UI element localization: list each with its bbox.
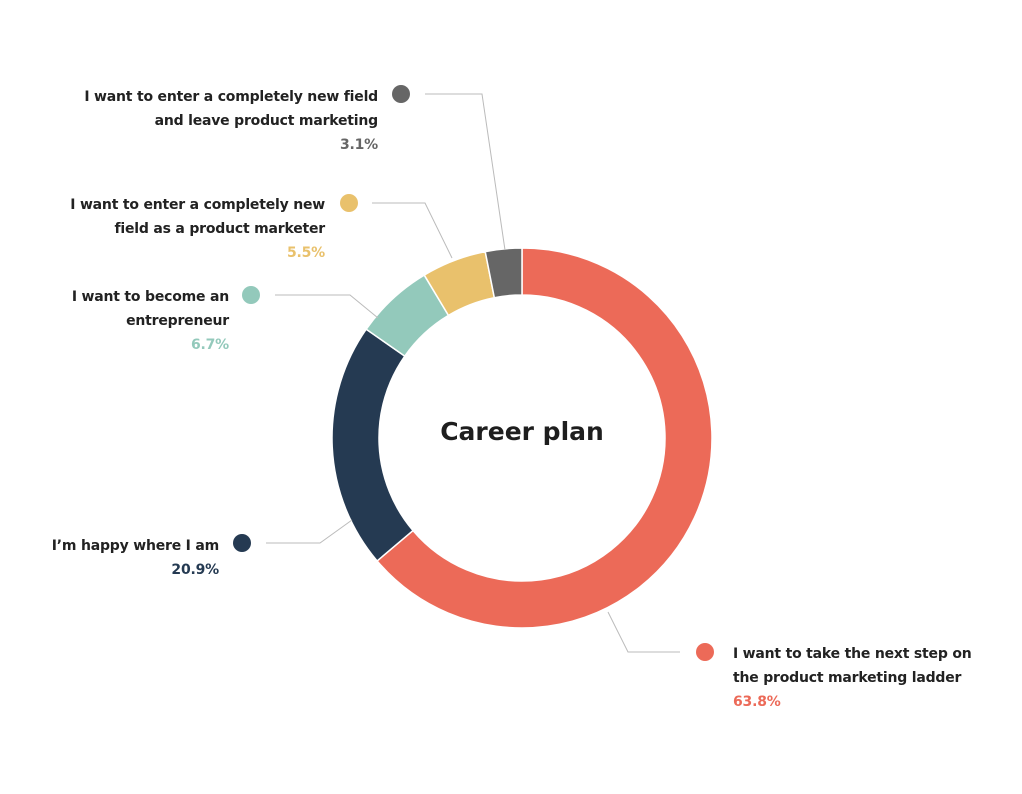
category-label: I want to become an entrepreneur — [71, 289, 229, 329]
category-label: I want to enter a completely new field a… — [84, 89, 378, 129]
legend-dot — [392, 85, 410, 103]
donut-slice — [376, 247, 713, 629]
category-label: I want to take the next step on the prod… — [733, 646, 972, 686]
leader-line — [425, 93, 506, 251]
slice-label: I want to become an entrepreneur 6.7% — [49, 285, 229, 357]
value-label: 20.9% — [171, 562, 219, 578]
leader-line — [266, 519, 353, 544]
value-label: 3.1% — [339, 137, 378, 153]
slice-label: I want to enter a completely new field a… — [63, 85, 378, 157]
leader-line — [275, 294, 379, 319]
value-label: 5.5% — [286, 245, 325, 261]
slice-label: I want to take the next step on the prod… — [733, 642, 983, 714]
category-label: I’m happy where I am — [51, 538, 219, 554]
leader-line — [607, 611, 680, 653]
value-label: 6.7% — [190, 337, 229, 353]
slice-label: I’m happy where I am 20.9% — [19, 534, 219, 582]
legend-dot — [242, 286, 260, 304]
legend-dot — [696, 643, 714, 661]
category-label: I want to enter a completely new field a… — [70, 197, 325, 237]
legend-dot — [340, 194, 358, 212]
chart-title: Career plan — [440, 417, 604, 446]
donut-slice — [484, 247, 523, 299]
value-label: 63.8% — [733, 694, 781, 710]
legend-dot — [233, 534, 251, 552]
leader-line — [372, 202, 453, 259]
slice-label: I want to enter a completely new field a… — [60, 193, 325, 265]
